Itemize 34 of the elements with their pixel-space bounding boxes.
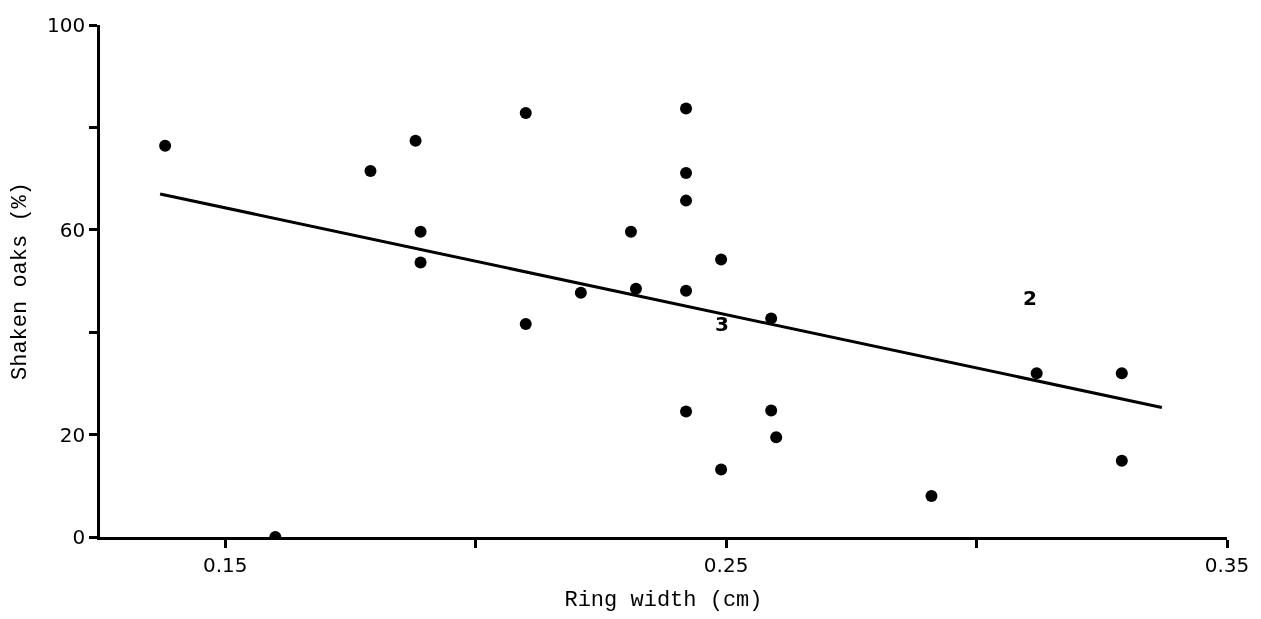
- point: [409, 134, 422, 147]
- x-tick-label: 0.15: [202, 552, 248, 577]
- point: [574, 286, 587, 299]
- point: [680, 194, 693, 207]
- point: [624, 225, 637, 238]
- y-axis-title: Shaken oaks (%): [7, 181, 33, 381]
- point: [1115, 454, 1128, 467]
- point: [680, 284, 693, 297]
- x-tick-label: 0.25: [703, 552, 749, 577]
- x-axis-title: Ring width (cm): [564, 587, 763, 613]
- point: [414, 225, 427, 238]
- point: [925, 490, 938, 503]
- point: [680, 405, 693, 418]
- point: [1115, 367, 1128, 380]
- point: [715, 253, 728, 266]
- point: [1030, 367, 1043, 380]
- point: [770, 431, 783, 444]
- y-tick-label: 0: [72, 525, 86, 549]
- point: [680, 102, 693, 115]
- annotation: 3: [715, 312, 729, 336]
- point: [414, 256, 427, 269]
- point: [364, 164, 377, 177]
- x-tick-label: 0.35: [1204, 552, 1250, 577]
- point: [765, 404, 778, 417]
- annotation: 2: [1023, 286, 1037, 310]
- point: [715, 463, 728, 476]
- point: [680, 166, 693, 179]
- point: [629, 282, 642, 295]
- y-tick-label: 60: [59, 217, 86, 242]
- point: [519, 107, 532, 120]
- point: [519, 318, 532, 330]
- point: [159, 139, 172, 152]
- y-tick-label: 100: [47, 13, 86, 37]
- y-tick-label: 20: [59, 422, 86, 447]
